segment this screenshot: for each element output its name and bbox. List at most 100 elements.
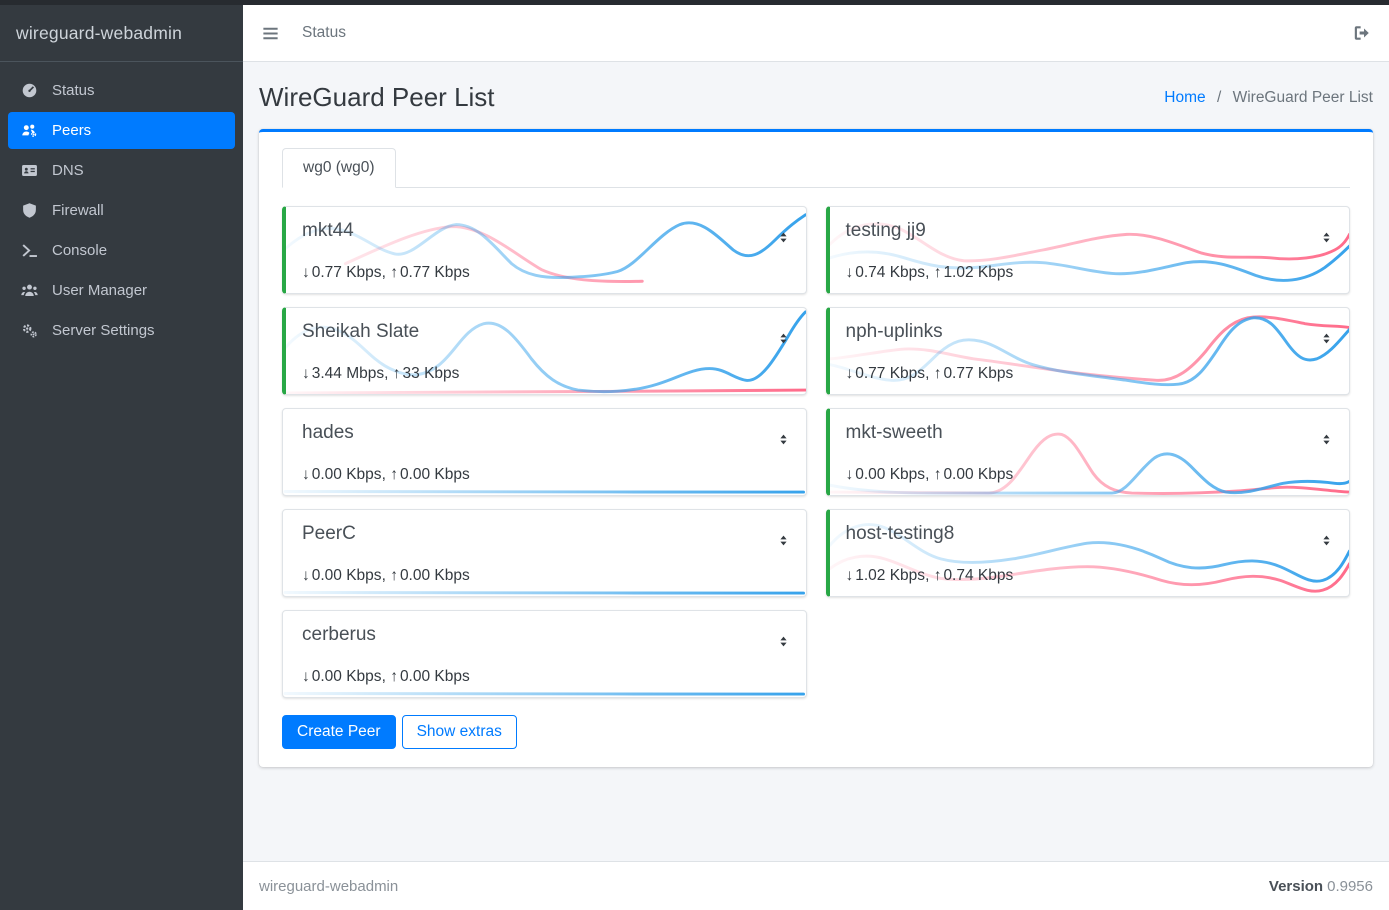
breadcrumb-home-link[interactable]: Home [1164, 88, 1206, 106]
peer-download-rate: 0.77 Kbps [311, 264, 382, 281]
peer-upload-rate: 0.00 Kbps [943, 466, 1014, 483]
upload-arrow-icon: ↑ [390, 264, 398, 281]
tab-wg0[interactable]: wg0 (wg0) [282, 148, 396, 188]
download-arrow-icon: ↓ [845, 466, 854, 483]
brand[interactable]: wireguard-webadmin [0, 5, 243, 62]
terminal-icon [18, 242, 40, 259]
upload-arrow-icon: ↑ [933, 365, 942, 382]
menu-toggle-icon[interactable] [261, 24, 280, 43]
sort-icon[interactable] [776, 431, 791, 453]
stats-separator: , [925, 466, 934, 483]
peer-card-peerc[interactable]: PeerC ↓ 0.00 Kbps, ↑ 0.00 Kbps [282, 509, 807, 597]
peer-card-mkt-sweeth[interactable]: mkt-sweeth ↓ 0.00 Kbps, ↑ 0.00 Kbps [825, 408, 1350, 496]
peer-download-rate: 1.02 Kbps [855, 567, 926, 584]
peer-card-hades[interactable]: hades ↓ 0.00 Kbps, ↑ 0.00 Kbps [282, 408, 807, 496]
footer: wireguard-webadmin Version 0.9956 [243, 861, 1389, 910]
peer-stats: ↓ 3.44 Mbps, ↑ 33 Kbps [302, 365, 459, 383]
users-icon [18, 282, 40, 299]
sidebar-item-console[interactable]: Console [8, 232, 235, 269]
stats-separator: , [381, 668, 391, 685]
peer-download-rate: 3.44 Mbps [311, 365, 385, 382]
peer-card-testing-jj9[interactable]: testing jj9 ↓ 0.74 Kbps, ↑ 1.02 Kbps [825, 206, 1350, 294]
peer-card-cerberus[interactable]: cerberus ↓ 0.00 Kbps, ↑ 0.00 Kbps [282, 610, 807, 698]
sidebar: wireguard-webadmin Status Peers DNS Fire… [0, 5, 243, 910]
sidebar-item-peers[interactable]: Peers [8, 112, 235, 149]
footer-version: Version 0.9956 [1269, 878, 1373, 895]
peer-name: host-testing8 [845, 523, 955, 544]
peer-stats: ↓ 0.00 Kbps, ↑ 0.00 Kbps [302, 567, 470, 585]
peer-name: hades [302, 422, 354, 443]
create-peer-button[interactable]: Create Peer [282, 715, 396, 749]
stats-separator: , [381, 567, 391, 584]
window-top-strip [0, 0, 1389, 5]
peer-stats: ↓ 0.00 Kbps, ↑ 0.00 Kbps [302, 668, 470, 686]
sort-icon[interactable] [1319, 330, 1334, 352]
main-area: Status WireGuard Peer List Home / WireGu… [243, 5, 1389, 910]
upload-arrow-icon: ↑ [392, 365, 401, 382]
shield-icon [18, 202, 40, 219]
peer-card-host-testing8[interactable]: host-testing8 ↓ 1.02 Kbps, ↑ 0.74 Kbps [825, 509, 1350, 597]
peer-name: PeerC [302, 523, 356, 544]
sidebar-item-status[interactable]: Status [8, 72, 235, 109]
peer-card-sheikah-slate[interactable]: Sheikah Slate ↓ 3.44 Mbps, ↑ 33 Kbps [282, 307, 807, 395]
peer-upload-rate: 0.77 Kbps [943, 365, 1014, 382]
sidebar-item-firewall[interactable]: Firewall [8, 192, 235, 229]
peer-name: nph-uplinks [845, 321, 943, 342]
peer-column-1: mkt44 ↓ 0.77 Kbps, ↑ 0.77 Kbps Sheikah Sla… [282, 206, 807, 698]
download-arrow-icon: ↓ [302, 365, 310, 382]
show-extras-button[interactable]: Show extras [401, 715, 517, 749]
upload-arrow-icon: ↑ [933, 264, 942, 281]
peer-upload-rate: 0.00 Kbps [399, 567, 470, 584]
peer-column-2: testing jj9 ↓ 0.74 Kbps, ↑ 1.02 Kbps nph-u… [825, 206, 1350, 698]
upload-arrow-icon: ↑ [390, 567, 398, 584]
peer-download-rate: 0.74 Kbps [855, 264, 926, 281]
peer-upload-rate: 0.00 Kbps [399, 466, 470, 483]
sidebar-item-label: Status [52, 82, 95, 99]
peer-list-card: wg0 (wg0) mkt44 ↓ 0.77 Kbps, ↑ 0.77 Kbps S… [259, 129, 1373, 767]
sidebar-item-label: Peers [52, 122, 92, 139]
peer-download-rate: 0.00 Kbps [311, 567, 382, 584]
peer-upload-rate: 0.74 Kbps [943, 567, 1014, 584]
peer-name: cerberus [302, 624, 376, 645]
sort-icon[interactable] [1319, 532, 1334, 554]
footer-version-label: Version [1268, 877, 1324, 895]
peer-stats: ↓ 0.77 Kbps, ↑ 0.77 Kbps [302, 264, 470, 282]
address-card-icon [18, 162, 40, 179]
sort-icon[interactable] [1319, 431, 1334, 453]
download-arrow-icon: ↓ [845, 365, 854, 382]
peer-stats: ↓ 0.00 Kbps, ↑ 0.00 Kbps [846, 466, 1014, 484]
peer-card-mkt44[interactable]: mkt44 ↓ 0.77 Kbps, ↑ 0.77 Kbps [282, 206, 807, 294]
peer-name: Sheikah Slate [302, 321, 420, 342]
stats-separator: , [925, 365, 934, 382]
sidebar-item-server-settings[interactable]: Server Settings [8, 312, 235, 349]
stats-separator: , [381, 466, 391, 483]
peer-stats: ↓ 1.02 Kbps, ↑ 0.74 Kbps [846, 567, 1014, 585]
navbar-status-link[interactable]: Status [302, 24, 346, 41]
peer-download-rate: 0.00 Kbps [311, 466, 382, 483]
breadcrumb-current: WireGuard Peer List [1232, 88, 1373, 106]
sort-icon[interactable] [776, 330, 791, 352]
sidebar-item-user-manager[interactable]: User Manager [8, 272, 235, 309]
download-arrow-icon: ↓ [845, 264, 854, 281]
sidebar-item-label: Server Settings [52, 322, 155, 339]
peer-stats: ↓ 0.74 Kbps, ↑ 1.02 Kbps [846, 264, 1014, 282]
upload-arrow-icon: ↑ [390, 668, 398, 685]
peer-columns: mkt44 ↓ 0.77 Kbps, ↑ 0.77 Kbps Sheikah Sla… [282, 206, 1350, 698]
gears-icon [18, 322, 40, 339]
sidebar-item-label: Console [52, 242, 108, 259]
sort-icon[interactable] [1319, 229, 1334, 251]
sort-icon[interactable] [776, 229, 791, 251]
sidebar-nav: Status Peers DNS Firewall Console User M… [0, 62, 243, 362]
peer-download-rate: 0.00 Kbps [855, 466, 926, 483]
sign-out-icon[interactable] [1353, 24, 1371, 42]
sidebar-item-dns[interactable]: DNS [8, 152, 235, 189]
page-title: WireGuard Peer List [259, 82, 495, 112]
download-arrow-icon: ↓ [302, 567, 310, 584]
peer-name: mkt44 [302, 220, 354, 241]
sort-icon[interactable] [776, 532, 791, 554]
peer-card-nph-uplinks[interactable]: nph-uplinks ↓ 0.77 Kbps, ↑ 0.77 Kbps [825, 307, 1350, 395]
peer-name: mkt-sweeth [845, 422, 943, 443]
sort-icon[interactable] [776, 633, 791, 655]
upload-arrow-icon: ↑ [933, 466, 942, 483]
peer-name: testing jj9 [845, 220, 926, 241]
